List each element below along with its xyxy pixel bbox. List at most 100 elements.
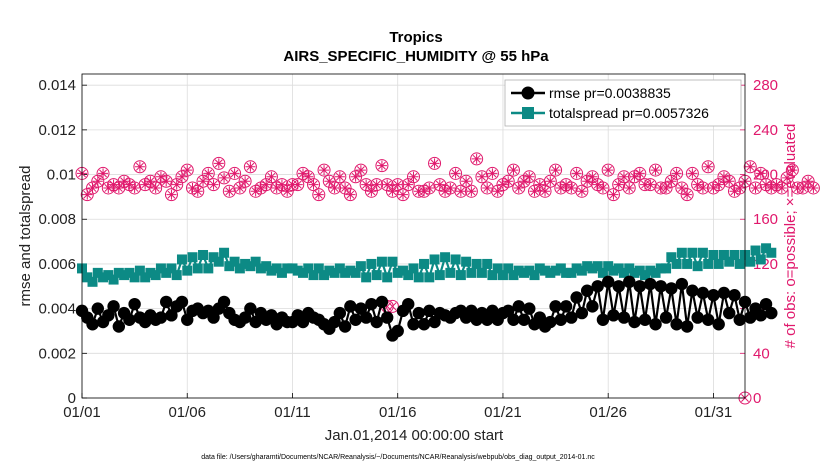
obs-evaluated-marker — [524, 172, 534, 182]
totalspread-marker — [682, 259, 692, 269]
legend-rmse-marker — [522, 87, 535, 100]
figure: Tropics AIRS_SPECIFIC_HUMIDITY @ 55 hPa … — [0, 0, 830, 470]
obs-evaluated-marker — [324, 176, 334, 186]
totalspread-marker — [177, 254, 187, 264]
obs-evaluated-marker — [130, 183, 140, 193]
obs-evaluated-marker — [703, 162, 713, 172]
rmse-marker — [402, 298, 414, 310]
legend-totalspread-label: totalspread pr=0.0057326 — [549, 105, 709, 121]
obs-evaluated-marker — [245, 162, 255, 172]
totalspread-marker — [172, 270, 182, 280]
obs-evaluated-marker — [93, 176, 103, 186]
obs-evaluated-marker — [161, 176, 171, 186]
x-tick-label: 01/21 — [484, 404, 522, 421]
obs-evaluated-marker — [608, 190, 618, 200]
y-tick-label: 0.01 — [47, 167, 76, 184]
obs-evaluated-marker — [340, 183, 350, 193]
totalspread-marker — [188, 252, 198, 262]
rmse-marker — [423, 305, 435, 317]
obs-evaluated-marker — [172, 180, 182, 190]
obs-evaluated-marker — [193, 186, 203, 196]
totalspread-marker — [698, 248, 708, 258]
rmse-marker — [707, 289, 719, 301]
totalspread-marker — [356, 261, 366, 271]
totalspread-marker — [203, 263, 213, 273]
obs-evaluated-marker — [209, 180, 219, 190]
rmse-marker — [644, 278, 656, 290]
rmse-marker — [681, 320, 693, 332]
totalspread-marker — [456, 270, 466, 280]
rmse-marker — [513, 300, 525, 312]
obs-evaluated-marker — [666, 176, 676, 186]
obs-evaluated-marker — [145, 176, 155, 186]
obs-evaluated-marker — [114, 183, 124, 193]
rmse-marker — [176, 296, 188, 308]
obs-evaluated-marker — [203, 168, 213, 178]
totalspread-marker — [687, 248, 697, 258]
obs-evaluated-marker — [351, 172, 361, 182]
obs-evaluated-marker — [661, 183, 671, 193]
y2-axis-label: # of obs: o=possible; ×=evaluated — [782, 124, 799, 349]
rmse-marker — [344, 300, 356, 312]
obs-evaluated-marker — [577, 186, 587, 196]
rmse-marker — [113, 320, 125, 332]
obs-evaluated-marker — [224, 186, 234, 196]
obs-evaluated-marker — [645, 180, 655, 190]
totalspread-marker — [756, 254, 766, 264]
obs-evaluated-marker — [456, 186, 466, 196]
x-tick-label: 01/31 — [695, 404, 733, 421]
obs-evaluated-marker — [514, 183, 524, 193]
obs-evaluated-marker — [677, 183, 687, 193]
rmse-marker — [376, 296, 388, 308]
totalspread-marker — [377, 257, 387, 267]
obs-evaluated-marker — [487, 168, 497, 178]
obs-evaluated-marker — [282, 186, 292, 196]
obs-evaluated-marker — [635, 168, 645, 178]
obs-evaluated-marker — [240, 176, 250, 186]
totalspread-marker — [424, 272, 434, 282]
y-tick-label: 0.002 — [38, 345, 76, 362]
x-tick-label: 01/16 — [379, 404, 417, 421]
rmse-marker — [755, 309, 767, 321]
obs-evaluated-marker — [166, 190, 176, 200]
obs-evaluated-marker — [551, 165, 561, 175]
rmse-marker — [660, 311, 672, 323]
rmse-marker — [607, 309, 619, 321]
obs-evaluated-marker — [477, 172, 487, 182]
obs-evaluated-marker — [503, 176, 513, 186]
obs-evaluated-marker — [135, 162, 145, 172]
totalspread-marker — [361, 272, 371, 282]
obs-evaluated-marker — [624, 183, 634, 193]
obs-evaluated-marker — [393, 180, 403, 190]
obs-evaluated-marker — [603, 165, 613, 175]
y-tick-label: 0.004 — [38, 301, 76, 318]
obs-evaluated-marker — [309, 180, 319, 190]
rmse-marker — [86, 318, 98, 330]
totalspread-marker — [409, 263, 419, 273]
legend-rmse-label: rmse pr=0.0038835 — [549, 85, 671, 101]
obs-evaluated-marker — [745, 162, 755, 172]
obs-evaluated-marker — [387, 186, 397, 196]
totalspread-marker — [729, 250, 739, 260]
obs-evaluated-marker — [382, 180, 392, 190]
rmse-marker — [555, 314, 567, 326]
obs-evaluated-marker — [540, 186, 550, 196]
obs-evaluated-marker — [345, 190, 355, 200]
rmse-marker — [728, 289, 740, 301]
obs-evaluated-marker — [466, 186, 476, 196]
obs-evaluated-marker — [230, 168, 240, 178]
totalspread-marker — [703, 259, 713, 269]
obs-evaluated-marker — [482, 183, 492, 193]
totalspread-marker — [430, 254, 440, 264]
rmse-marker — [123, 314, 135, 326]
chart-title: Tropics — [389, 29, 442, 46]
obs-evaluated-marker — [214, 158, 224, 168]
obs-evaluated-marker — [508, 165, 518, 175]
obs-evaluated-marker — [535, 180, 545, 190]
totalspread-marker — [445, 268, 455, 278]
obs-evaluated-marker — [798, 183, 808, 193]
rmse-marker — [413, 307, 425, 319]
legend: rmse pr=0.0038835 totalspread pr=0.00573… — [505, 80, 741, 126]
totalspread-marker — [366, 259, 376, 269]
obs-evaluated-marker — [182, 165, 192, 175]
